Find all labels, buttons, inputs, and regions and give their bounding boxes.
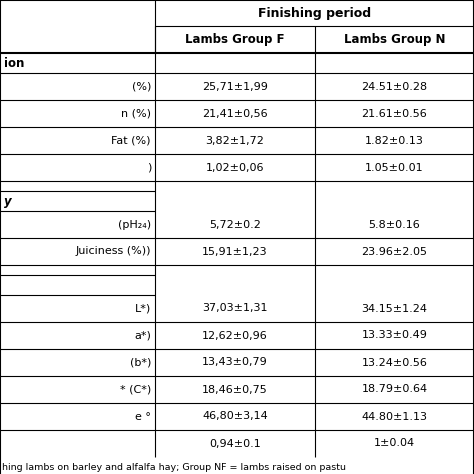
Text: n (%): n (%)	[121, 109, 151, 118]
Text: 1.05±0.01: 1.05±0.01	[365, 163, 424, 173]
Text: (b*): (b*)	[129, 357, 151, 367]
Text: 5,72±0.2: 5,72±0.2	[209, 219, 261, 229]
Text: (pH₂₄): (pH₂₄)	[118, 219, 151, 229]
Text: 18,46±0,75: 18,46±0,75	[202, 384, 268, 394]
Text: 13,43±0,79: 13,43±0,79	[202, 357, 268, 367]
Text: 0,94±0.1: 0,94±0.1	[209, 438, 261, 448]
Text: 15,91±1,23: 15,91±1,23	[202, 246, 268, 256]
Text: Lambs Group N: Lambs Group N	[344, 33, 445, 46]
Text: Fat (%): Fat (%)	[111, 136, 151, 146]
Text: 1.82±0.13: 1.82±0.13	[365, 136, 424, 146]
Text: 46,80±3,14: 46,80±3,14	[202, 411, 268, 421]
Text: Lambs Group F: Lambs Group F	[185, 33, 285, 46]
Text: a*): a*)	[134, 330, 151, 340]
Text: 44.80±1.13: 44.80±1.13	[362, 411, 428, 421]
Text: 13.33±0.49: 13.33±0.49	[362, 330, 428, 340]
Text: L*): L*)	[135, 303, 151, 313]
Text: e °: e °	[135, 411, 151, 421]
Text: 21.61±0.56: 21.61±0.56	[362, 109, 428, 118]
Text: 25,71±1,99: 25,71±1,99	[202, 82, 268, 91]
Text: 1,02±0,06: 1,02±0,06	[206, 163, 264, 173]
Text: 12,62±0,96: 12,62±0,96	[202, 330, 268, 340]
Text: 34.15±1.24: 34.15±1.24	[362, 303, 428, 313]
Text: ): )	[146, 163, 151, 173]
Text: 21,41±0,56: 21,41±0,56	[202, 109, 268, 118]
Text: hing lambs on barley and alfalfa hay; Group NF = lambs raised on pastu: hing lambs on barley and alfalfa hay; Gr…	[2, 463, 346, 472]
Text: 1±0.04: 1±0.04	[374, 438, 415, 448]
Text: 3,82±1,72: 3,82±1,72	[206, 136, 264, 146]
Text: y: y	[4, 194, 12, 208]
Text: (%): (%)	[132, 82, 151, 91]
Text: 37,03±1,31: 37,03±1,31	[202, 303, 268, 313]
Text: Finishing period: Finishing period	[258, 7, 371, 19]
Text: 24.51±0.28: 24.51±0.28	[362, 82, 428, 91]
Text: ion: ion	[4, 56, 24, 70]
Text: 23.96±2.05: 23.96±2.05	[362, 246, 428, 256]
Text: * (C*): * (C*)	[120, 384, 151, 394]
Text: Juiciness (%)): Juiciness (%))	[75, 246, 151, 256]
Text: 18.79±0.64: 18.79±0.64	[362, 384, 428, 394]
Text: 5.8±0.16: 5.8±0.16	[369, 219, 420, 229]
Text: 13.24±0.56: 13.24±0.56	[362, 357, 428, 367]
